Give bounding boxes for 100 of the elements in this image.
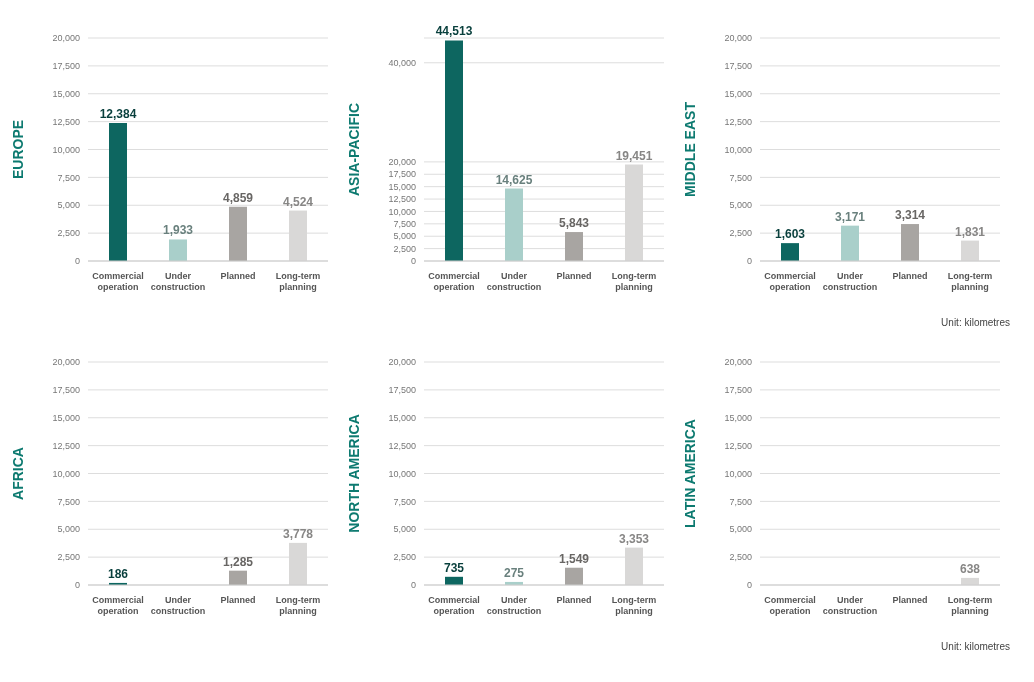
y-tick-label: 0 xyxy=(410,580,416,591)
x-tick-label: Planned xyxy=(892,595,928,605)
bar xyxy=(109,122,127,261)
y-tick-label: 17,500 xyxy=(52,61,80,72)
y-tick-label: 12,500 xyxy=(388,440,416,451)
y-tick-label: 10,000 xyxy=(724,468,752,479)
bar xyxy=(229,206,247,261)
y-tick-label: 2,500 xyxy=(393,243,416,254)
data-label: 3,353 xyxy=(618,531,650,546)
y-tick-label: 0 xyxy=(74,256,80,267)
data-label: 44,513 xyxy=(435,24,473,39)
x-tick-label: Long-term planning xyxy=(611,595,657,616)
x-tick-label: Under construction xyxy=(150,595,206,616)
x-tick-label: Long-term planning xyxy=(275,595,321,616)
data-label: 1,831 xyxy=(954,224,986,239)
data-label: 1,603 xyxy=(774,227,806,242)
bar xyxy=(229,570,247,585)
bar xyxy=(445,40,463,261)
y-tick-label: 2,500 xyxy=(57,228,80,239)
y-tick-label: 12,500 xyxy=(724,116,752,127)
y-tick-label: 2,500 xyxy=(729,552,752,563)
y-tick-label: 5,000 xyxy=(393,524,416,535)
y-tick-label: 7,500 xyxy=(393,496,416,507)
y-tick-label: 15,000 xyxy=(52,412,80,423)
y-tick-label: 2,500 xyxy=(729,228,752,239)
y-tick-label: 7,500 xyxy=(57,172,80,183)
x-tick-label: Planned xyxy=(892,271,928,281)
y-tick-label: 5,000 xyxy=(393,231,416,242)
y-tick-label: 12,500 xyxy=(52,116,80,127)
y-tick-label: 7,500 xyxy=(729,496,752,507)
y-tick-label: 15,000 xyxy=(388,412,416,423)
y-tick-label: 40,000 xyxy=(388,57,416,68)
x-tick-label: Commercial operation xyxy=(92,595,144,616)
data-label: 19,451 xyxy=(615,148,653,163)
data-label: 275 xyxy=(503,565,525,580)
data-label: 735 xyxy=(443,560,465,575)
bar xyxy=(169,239,187,261)
x-tick-label: Planned xyxy=(556,271,592,281)
bar xyxy=(565,567,583,585)
y-tick-label: 17,500 xyxy=(724,385,752,396)
y-tick-label: 17,500 xyxy=(52,385,80,396)
y-tick-label: 12,500 xyxy=(388,194,416,205)
x-tick-label: Planned xyxy=(556,595,592,605)
y-tick-label: 12,500 xyxy=(724,440,752,451)
y-tick-label: 20,000 xyxy=(724,357,752,368)
y-tick-label: 7,500 xyxy=(57,496,80,507)
x-tick-label: Commercial operation xyxy=(764,595,816,616)
data-label: 4,524 xyxy=(282,194,314,209)
x-tick-label: Commercial operation xyxy=(764,271,816,292)
y-tick-label: 10,000 xyxy=(724,144,752,155)
y-axis-title: LATIN AMERICA xyxy=(681,419,698,528)
x-tick-label: Long-term planning xyxy=(275,271,321,292)
data-label: 14,625 xyxy=(495,172,533,187)
y-axis-title: AFRICA xyxy=(9,447,26,500)
y-tick-label: 0 xyxy=(746,256,752,267)
y-axis-title: MIDDLE EAST xyxy=(681,101,698,197)
y-tick-label: 2,500 xyxy=(57,552,80,563)
text: Unit: kilometres xyxy=(941,317,1010,328)
x-tick-label: Long-term planning xyxy=(947,595,993,616)
y-axis-title: NORTH AMERICA xyxy=(345,414,362,533)
bar xyxy=(841,225,859,261)
x-tick-label: Commercial operation xyxy=(428,595,480,616)
bar xyxy=(901,224,919,261)
data-label: 186 xyxy=(107,566,129,581)
data-label: 1,285 xyxy=(222,554,254,569)
y-tick-label: 0 xyxy=(74,580,80,591)
y-tick-label: 20,000 xyxy=(388,357,416,368)
bar xyxy=(565,232,583,261)
y-tick-label: 17,500 xyxy=(724,61,752,72)
y-tick-label: 5,000 xyxy=(57,200,80,211)
y-tick-label: 0 xyxy=(410,256,416,267)
y-axis-title: ASIA-PACIFIC xyxy=(345,102,362,197)
x-tick-label: Long-term planning xyxy=(947,271,993,292)
y-tick-label: 10,000 xyxy=(52,144,80,155)
y-tick-label: 5,000 xyxy=(729,200,752,211)
data-label: 1,549 xyxy=(558,551,590,566)
y-tick-label: 7,500 xyxy=(729,172,752,183)
x-tick-label: Under construction xyxy=(822,595,878,616)
y-tick-label: 20,000 xyxy=(52,33,80,44)
y-tick-label: 10,000 xyxy=(388,468,416,479)
y-tick-label: 20,000 xyxy=(388,157,416,168)
x-tick-label: Planned xyxy=(220,595,256,605)
y-tick-label: 5,000 xyxy=(729,524,752,535)
text: Unit: kilometres xyxy=(941,641,1010,652)
y-tick-label: 17,500 xyxy=(388,169,416,180)
x-tick-label: Under construction xyxy=(822,271,878,292)
x-tick-label: Planned xyxy=(220,271,256,281)
data-label: 12,384 xyxy=(99,106,137,121)
data-label: 3,314 xyxy=(894,208,926,223)
y-tick-label: 15,000 xyxy=(388,181,416,192)
x-tick-label: Commercial operation xyxy=(428,271,480,292)
x-tick-label: Under construction xyxy=(486,271,542,292)
y-tick-label: 0 xyxy=(746,580,752,591)
y-tick-label: 15,000 xyxy=(52,88,80,99)
x-tick-label: Under construction xyxy=(150,271,206,292)
y-tick-label: 15,000 xyxy=(724,88,752,99)
y-tick-label: 15,000 xyxy=(724,412,752,423)
bar xyxy=(961,240,979,261)
y-tick-label: 20,000 xyxy=(52,357,80,368)
bar xyxy=(781,243,799,261)
